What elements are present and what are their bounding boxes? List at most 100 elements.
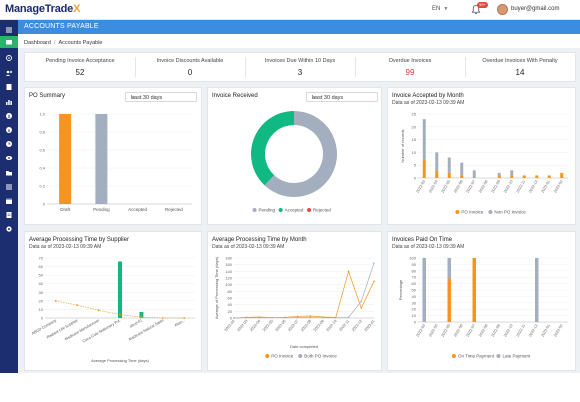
series-point: [309, 315, 312, 317]
legend-marker: [278, 208, 283, 212]
x-tick-label: 2022-04: [249, 319, 261, 332]
x-tick-label: 2022-02: [224, 319, 236, 332]
kpi-due-10-days[interactable]: Invoices Due Within 10 Days 3: [245, 53, 355, 81]
legend-label: On Time Payment: [458, 354, 495, 359]
bar: [560, 172, 564, 178]
trend-point: [97, 309, 100, 312]
kpi-label: Invoices Due Within 10 Days: [264, 58, 336, 64]
kpi-overdue[interactable]: Overdue Invoices 99: [355, 53, 465, 81]
series-point: [360, 300, 363, 303]
kpi-value: 52: [75, 68, 85, 77]
trend-point: [183, 317, 186, 319]
info-icon[interactable]: [5, 126, 13, 134]
gear-icon[interactable]: [5, 54, 13, 62]
avatar[interactable]: [497, 4, 508, 15]
bar: [522, 175, 526, 178]
bar: [447, 157, 451, 173]
x-tick-label: 2022-06: [453, 180, 463, 194]
x-tick-label: 2022-03: [416, 324, 426, 338]
kpi-value: 99: [405, 68, 415, 77]
y-tick-label: 80: [412, 268, 417, 273]
clock-icon[interactable]: [5, 140, 13, 148]
sidebar-item-accounts-payable[interactable]: [0, 36, 18, 48]
y-tick-label: 5: [414, 163, 417, 168]
series-point: [360, 307, 363, 309]
y-tick-label: 0: [414, 320, 417, 325]
legend-marker: [455, 210, 460, 214]
x-tick-label: 2022-10: [326, 319, 338, 332]
calendar-icon[interactable]: [5, 197, 13, 205]
series-point: [258, 316, 261, 319]
eye-icon[interactable]: [5, 154, 13, 162]
legend-label: Pending: [259, 208, 276, 213]
chart-icon[interactable]: [5, 98, 13, 106]
x-tick-label: 2022-11: [516, 324, 526, 338]
y-tick-label: 30: [39, 290, 44, 295]
bar: [118, 261, 122, 318]
language-selector[interactable]: EN ▼: [432, 6, 448, 12]
y-tick-label: 30: [412, 300, 417, 305]
avg-month-card: Average Processing Time by Month Data as…: [207, 231, 382, 371]
x-tick-label: abcd-01: [129, 318, 143, 328]
report-icon[interactable]: [5, 211, 13, 219]
bar: [447, 172, 451, 178]
legend-label: Late Payment: [502, 354, 531, 359]
kpi-pending-acceptance[interactable]: Pending Invoice Acceptance 52: [25, 53, 135, 81]
kpi-discounts-available[interactable]: Invoice Discounts Available 0: [135, 53, 245, 81]
x-axis-label: Date completed: [290, 344, 318, 349]
paid-on-time-card: Invoices Paid On Time Data as of 2023-02…: [387, 231, 576, 371]
y-tick-label: 10: [412, 313, 417, 318]
series-point: [245, 316, 248, 319]
bar: [472, 258, 476, 322]
series-point: [271, 316, 273, 319]
kpi-label: Pending Invoice Acceptance: [45, 58, 115, 64]
dollar-icon[interactable]: $: [5, 112, 13, 120]
sidebar: $: [0, 20, 18, 373]
legend-label: Rejected: [313, 208, 331, 213]
x-tick-label: 2022-04: [428, 324, 438, 338]
bar: [422, 160, 426, 178]
bar: [435, 152, 439, 171]
x-tick-label: Accepted: [128, 207, 147, 212]
trend-point: [54, 299, 57, 302]
card-subtitle: Data as of 2023-02-13 09:39 AM: [212, 244, 285, 250]
settings-icon[interactable]: [5, 225, 13, 233]
y-tick-label: 0: [41, 316, 44, 321]
list-icon[interactable]: [5, 183, 13, 191]
x-tick-label: Draft: [60, 207, 71, 212]
series-line: [233, 270, 375, 319]
x-tick-label: 2022-11: [516, 180, 526, 194]
y-tick-label: 10: [39, 307, 44, 312]
bar: [95, 114, 108, 204]
document-icon[interactable]: [5, 83, 13, 91]
series-point: [335, 316, 337, 319]
app-logo[interactable]: ManageTradeX: [5, 3, 80, 15]
bar: [535, 175, 539, 178]
users-icon[interactable]: [5, 69, 13, 77]
po-summary-period-select[interactable]: Last 30 days ▼: [125, 92, 197, 102]
notification-badge: 99+: [477, 2, 488, 8]
user-email[interactable]: buyer@gmail.com: [511, 6, 560, 12]
bar: [460, 175, 464, 178]
kpi-value: 14: [515, 68, 525, 77]
y-tick-label: 90: [412, 262, 417, 267]
menu-icon[interactable]: [5, 26, 13, 34]
invoice-received-card: Invoice Received Last 30 days ▼ Pending Ac…: [207, 87, 382, 225]
x-tick-label: Coca Cola Stationery Pvt.: [82, 318, 122, 343]
folder-icon[interactable]: [5, 169, 13, 177]
breadcrumb-dashboard[interactable]: Dashboard: [24, 40, 51, 46]
y-tick-label: 40: [39, 281, 44, 286]
wallet-icon: [6, 40, 12, 45]
series-point: [233, 317, 235, 319]
invoice-received-period-select[interactable]: Last 30 days ▼: [306, 92, 378, 102]
chevron-down-icon: ▼: [312, 95, 317, 100]
legend-marker: [451, 354, 456, 358]
legend-marker: [307, 208, 312, 212]
kpi-overdue-penalty[interactable]: Overdue Invoices With Penalty 14: [465, 53, 575, 81]
bar: [535, 258, 539, 322]
x-tick-label: 2023-01: [364, 319, 376, 332]
x-axis-label: Average Processing Time (days): [91, 358, 149, 363]
select-value: Last 30 days: [131, 95, 163, 101]
y-tick-label: 10: [412, 150, 417, 155]
x-tick-label: 2022-04: [428, 180, 438, 194]
